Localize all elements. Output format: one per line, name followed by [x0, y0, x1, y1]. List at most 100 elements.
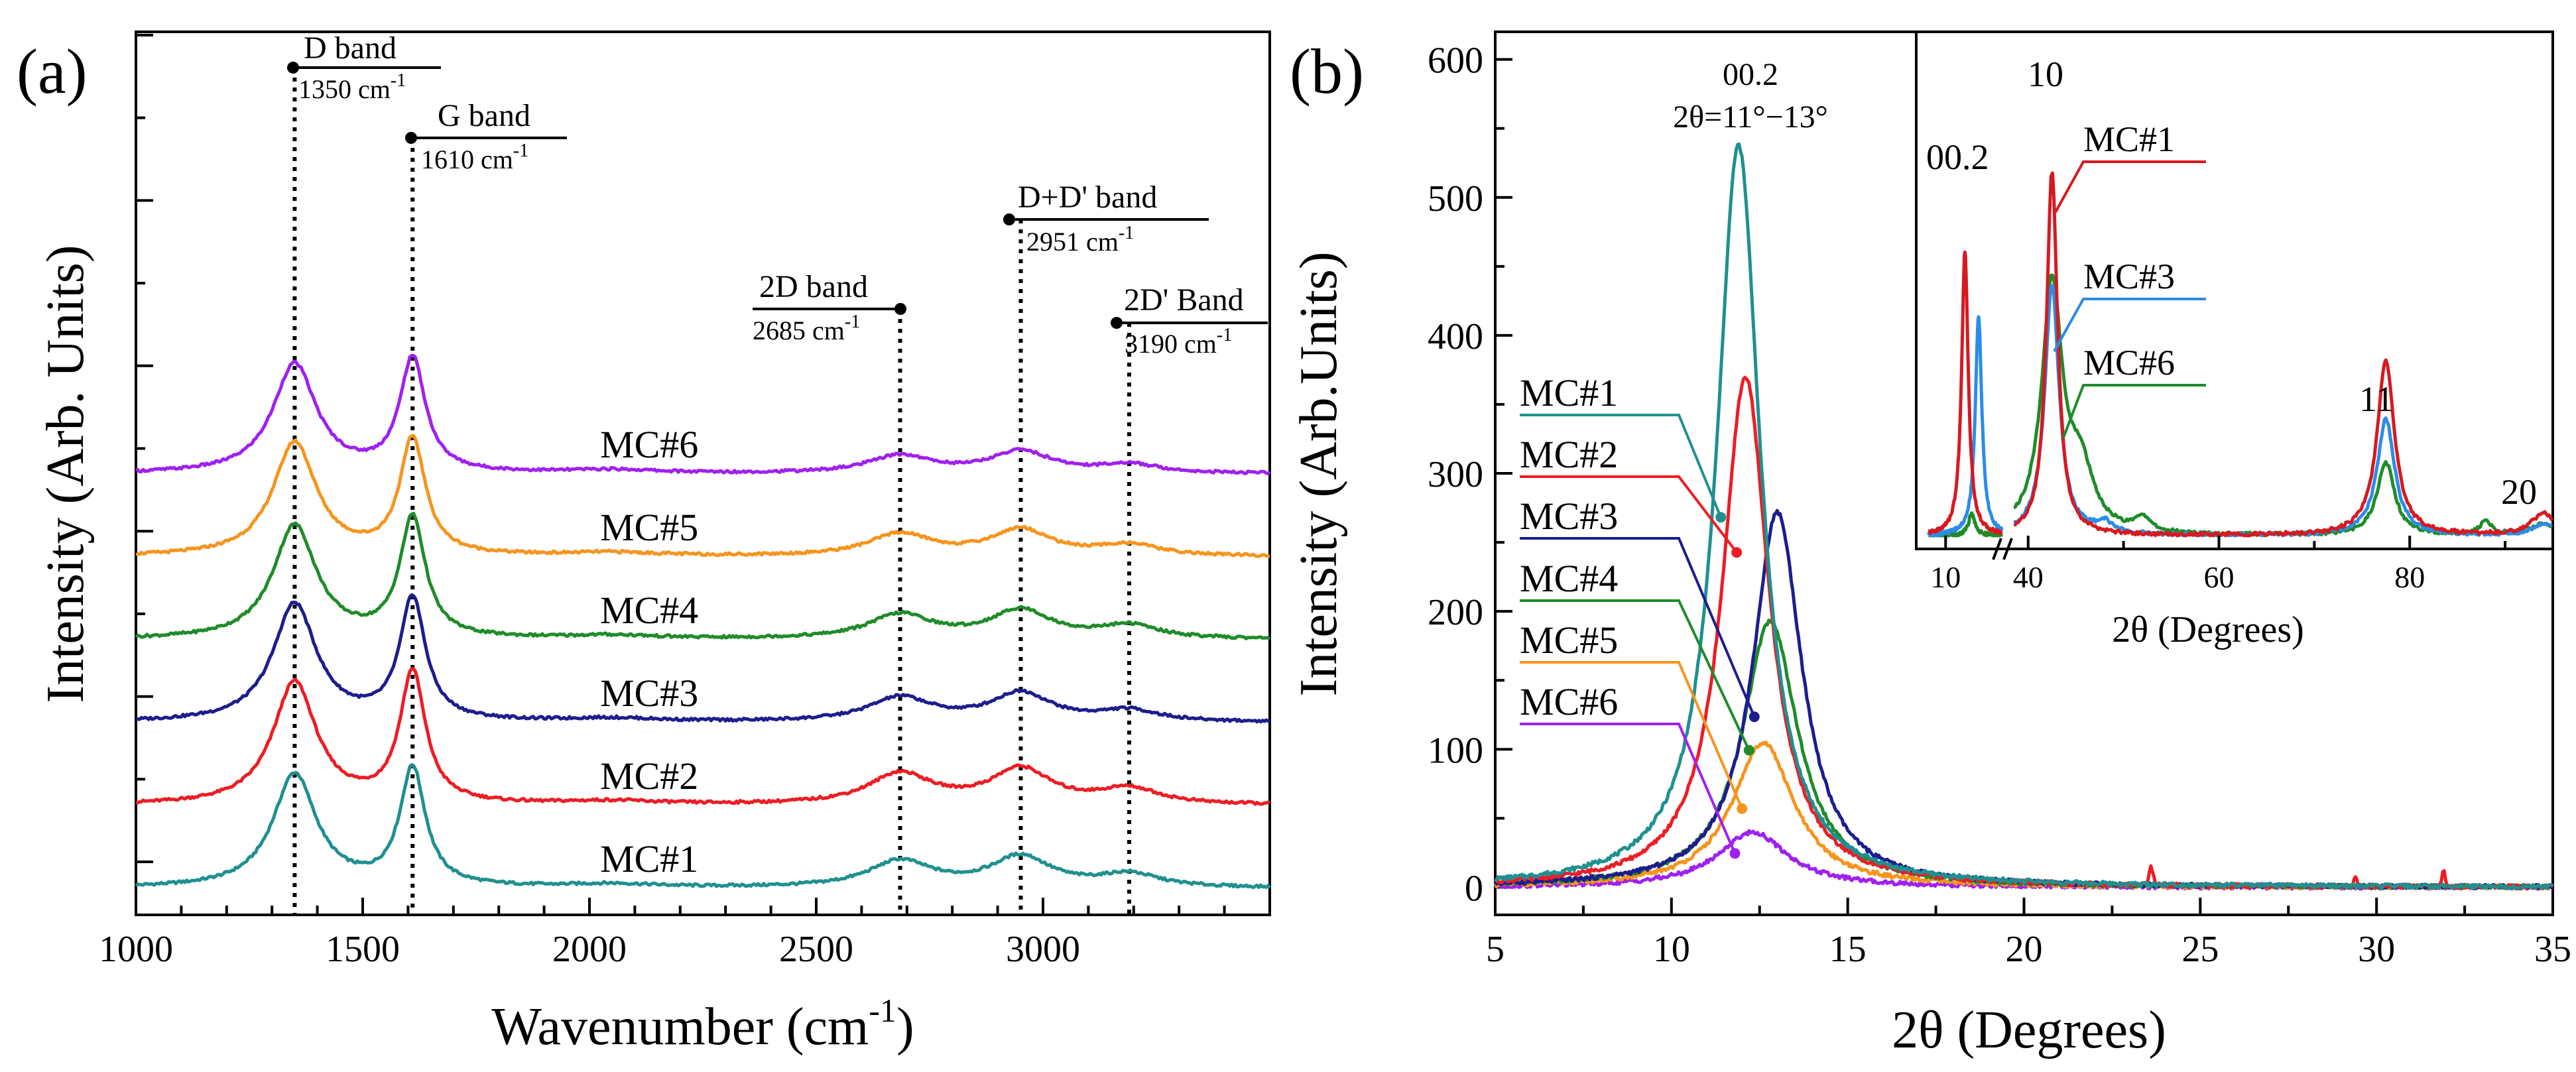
- raman-curve-4: [135, 511, 1271, 640]
- xrd-y-tick-label: 500: [1428, 178, 1483, 219]
- xrd-peak-range: 2θ=11°−13°: [1673, 99, 1828, 135]
- inset-legend-label: MC#1: [2083, 119, 2175, 159]
- inset-leader-line: [2054, 160, 2206, 213]
- xrd-inset: 10 40 60 80 2θ (Degrees) 00.2 10 11 20 MC#1…: [1915, 30, 2554, 650]
- raman-x-tick-label: 1500: [326, 929, 400, 970]
- raman-panel: (a) 1000 1500 2000 2500 3000 MC#1 MC#2 MC#3 MC#…: [17, 30, 1271, 1056]
- raman-series-label: MC#1: [600, 837, 698, 880]
- g-band-value: 1610 cm-1: [421, 141, 528, 174]
- raman-curves: [135, 353, 1271, 890]
- xrd-leader-line: [1520, 599, 1750, 751]
- xrd-legend-label: MC#2: [1520, 433, 1618, 476]
- raman-y-ticks: [136, 34, 153, 863]
- 2d-band-dot: [894, 303, 906, 315]
- 2d-band-value: 2685 cm-1: [753, 312, 860, 345]
- inset-ticks: 10 40 60 80: [1930, 536, 2507, 594]
- 2dprime-band-name: 2D' Band: [1124, 282, 1244, 318]
- xrd-leader-line: [1520, 661, 1744, 809]
- xrd-y-tick-label: 200: [1428, 592, 1483, 633]
- raman-x-tick-label: 3000: [1006, 929, 1080, 970]
- xrd-legend-label: MC#3: [1520, 495, 1618, 538]
- xrd-panel: (b) 0 100 200 300 400 500 600 5 10 15 20 25 30 35 MC…: [1290, 30, 2571, 1059]
- xrd-y-axis-title: Intensity (Arb.Units): [1290, 251, 1348, 696]
- raman-curve-6: [135, 353, 1271, 475]
- raman-y-axis-title: Intensity (Arb. Units): [36, 245, 95, 703]
- xrd-y-ticks: 0 100 200 300 400 500 600: [1428, 40, 1512, 909]
- g-band-dot: [405, 132, 417, 144]
- inset-x-axis-title: 2θ (Degrees): [2112, 609, 2304, 650]
- xrd-leader-dot: [1729, 848, 1741, 859]
- ddprime-band-value: 2951 cm-1: [1026, 223, 1134, 257]
- xrd-x-tick-label: 20: [2006, 929, 2043, 970]
- inset-axis-break: [1992, 538, 2002, 560]
- xrd-x-axis-title: 2θ (Degrees): [1892, 1001, 2166, 1059]
- xrd-y-tick-label: 400: [1428, 316, 1483, 357]
- raman-curve-1: [135, 763, 1271, 890]
- inset-x-tick-label: 10: [1930, 560, 1961, 594]
- panel-b-label: (b): [1290, 36, 1364, 107]
- inset-peak-11: 11: [2359, 379, 2394, 419]
- xrd-x-tick-label: 25: [2181, 929, 2219, 970]
- ddprime-band-name: D+D' band: [1018, 180, 1157, 215]
- xrd-peak-label: 00.2: [1723, 57, 1778, 92]
- xrd-leader-line: [1520, 537, 1756, 717]
- xrd-curve-1: [1495, 142, 2554, 890]
- xrd-x-tick-label: 15: [1829, 929, 1867, 970]
- raman-x-tick-label: 2000: [552, 929, 627, 970]
- inset-legend-label: MC#6: [2083, 343, 2175, 383]
- inset-frame: [1915, 30, 2554, 550]
- 2dprime-band-value: 3190 cm-1: [1125, 325, 1232, 359]
- g-band-name: G band: [438, 98, 530, 133]
- xrd-leader-line: [1520, 414, 1723, 518]
- inset-legend: MC#1 MC#3 MC#6: [2053, 119, 2206, 438]
- xrd-leader-dot: [1748, 711, 1760, 723]
- inset-x-tick-label: 60: [2203, 560, 2234, 594]
- raman-x-ticks: 1000 1500 2000 2500 3000: [99, 898, 1271, 970]
- xrd-legend-label: MC#5: [1520, 619, 1618, 662]
- xrd-leader-line: [1520, 723, 1737, 855]
- d-band-value: 1350 cm-1: [298, 70, 406, 104]
- xrd-leader-dot: [1731, 547, 1743, 558]
- xrd-curve-4: [1495, 619, 2554, 891]
- inset-curves: [1927, 171, 2553, 538]
- inset-legend-label: MC#3: [2083, 257, 2175, 296]
- raman-curve-5: [135, 434, 1270, 558]
- xrd-legend-label: MC#1: [1520, 371, 1618, 414]
- inset-x-tick-label: 80: [2394, 560, 2425, 594]
- raman-plot-frame: [135, 30, 1271, 916]
- inset-x-tick-label: 40: [2013, 560, 2044, 594]
- raman-series-label: MC#2: [600, 754, 698, 798]
- xrd-y-tick-label: 600: [1428, 40, 1483, 82]
- xrd-legend-label: MC#4: [1520, 557, 1618, 600]
- raman-series-label: MC#3: [600, 672, 698, 715]
- xrd-leader-dot: [1715, 512, 1727, 523]
- raman-curve-3: [135, 593, 1270, 724]
- xrd-leader-dot: [1737, 803, 1748, 814]
- xrd-curves: [1493, 142, 2554, 891]
- xrd-legend-leaders: MC#1 MC#2 MC#3 MC#4 MC#5 MC#6: [1520, 371, 1760, 859]
- xrd-x-tick-label: 5: [1486, 929, 1504, 970]
- xrd-y-tick-label: 0: [1465, 868, 1483, 909]
- xrd-x-tick-label: 35: [2534, 929, 2571, 970]
- raman-x-axis-title: Wavenumber (cm-1): [491, 992, 914, 1056]
- raman-series-label: MC#6: [600, 423, 698, 466]
- raman-x-tick-label: 1000: [99, 929, 173, 970]
- raman-series-labels: MC#1 MC#2 MC#3 MC#4 MC#5 MC#6: [600, 423, 698, 880]
- xrd-leader-dot: [1743, 744, 1754, 756]
- raman-x-tick-label: 2500: [779, 929, 853, 970]
- d-band-name: D band: [304, 30, 397, 66]
- inset-peak-10: 10: [2028, 54, 2063, 94]
- d-band-dot: [287, 62, 299, 74]
- inset-leader-line: [2062, 384, 2206, 438]
- xrd-legend-label: MC#6: [1520, 680, 1618, 723]
- xrd-leader-line: [1520, 475, 1738, 554]
- inset-peak-002: 00.2: [1926, 137, 1989, 177]
- inset-leader-line: [2053, 298, 2206, 352]
- band-annotations: D band 1350 cm-1 G band 1610 cm-1 2D ban…: [287, 30, 1268, 359]
- xrd-x-tick-label: 10: [1653, 929, 1690, 970]
- inset-axis-break: [2002, 538, 2013, 560]
- ddprime-band-dot: [1003, 213, 1015, 225]
- panel-a-label: (a): [17, 36, 88, 107]
- raman-curve-2: [135, 667, 1270, 806]
